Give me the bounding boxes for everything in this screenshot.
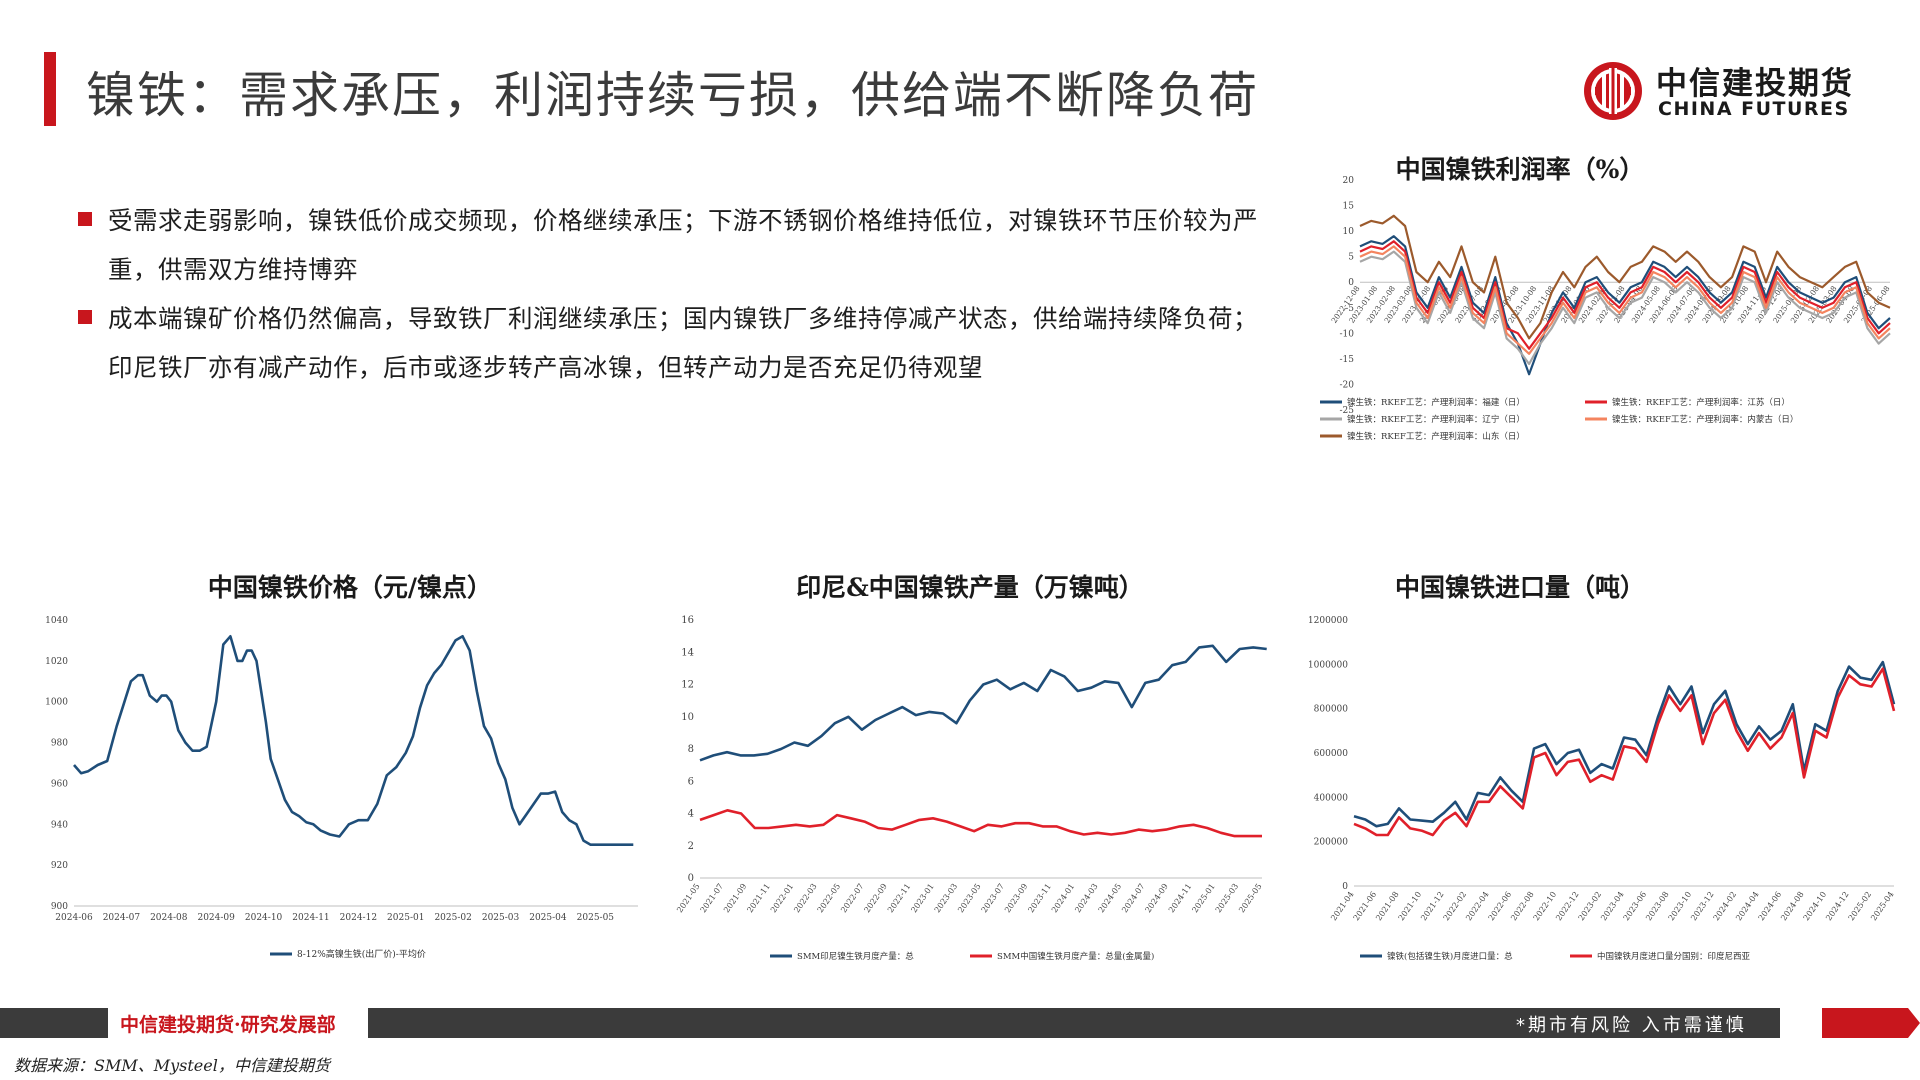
y-tick-label: 12 xyxy=(681,680,694,691)
legend-label: 镍生铁：RKEF工艺：产理利润率：山东（日） xyxy=(1347,431,1525,442)
y-tick-label: 10 xyxy=(1343,227,1355,237)
series-line xyxy=(73,635,634,846)
legend-label: 镍生铁：RKEF工艺：产理利润率：内蒙古（日） xyxy=(1612,414,1798,425)
y-tick-label: 15 xyxy=(1343,202,1355,212)
nickel-pig-iron-output-chart: 16141210864202021-052021-072021-092021-1… xyxy=(675,615,1267,962)
y-tick-label: 14 xyxy=(681,647,694,658)
y-tick-label: 920 xyxy=(51,861,68,871)
legend-label: 镍生铁：RKEF工艺：产理利润率：辽宁（日） xyxy=(1347,414,1525,425)
chart-title-price: 中国镍铁价格（元/镍点） xyxy=(207,573,493,602)
legend-label: 镍生铁：RKEF工艺：产理利润率：江苏（日） xyxy=(1612,397,1790,408)
y-tick-label: 10 xyxy=(681,712,694,723)
y-tick-label: 200000 xyxy=(1314,838,1349,848)
chart-title-imports: 中国镍铁进口量（吨） xyxy=(1394,573,1645,602)
footer-bar xyxy=(368,1008,1780,1038)
bullet-item: 受需求走弱影响，镍铁低价成交频现，价格继续承压；下游不锈钢价格维持低位，对镍铁环… xyxy=(78,196,1268,294)
x-tick-label: 2025-02 xyxy=(434,913,471,923)
x-tick-label: 2024-06 xyxy=(55,913,93,923)
y-tick-label: -25 xyxy=(1340,406,1355,416)
x-tick-label: 2024-08 xyxy=(150,913,188,923)
legend-label: SMM中国镍生铁月度产量：总量(金属量) xyxy=(997,951,1154,962)
bullet-square-icon xyxy=(78,310,92,324)
y-tick-label: -10 xyxy=(1340,329,1355,339)
y-tick-label: 1040 xyxy=(45,616,68,626)
bullet-item: 成本端镍矿价格仍然偏高，导致铁厂利润继续承压；国内镍铁厂多维持停减产状态，供给端… xyxy=(78,294,1268,392)
y-tick-label: 20 xyxy=(1343,176,1355,186)
profit-rate-chart: 20151050-5-10-15-20-252022-12-082023-01-… xyxy=(1320,176,1892,442)
x-tick-label: 2025-05 xyxy=(577,913,615,923)
logo-english-name: CHINA FUTURES xyxy=(1658,98,1850,120)
bullet-text: 受需求走弱影响，镍铁低价成交频现，价格继续承压；下游不锈钢价格维持低位，对镍铁环… xyxy=(108,206,1258,284)
y-tick-label: 5 xyxy=(1348,253,1354,263)
y-tick-label: 1020 xyxy=(45,657,68,667)
y-tick-label: 0 xyxy=(1348,278,1354,288)
y-tick-label: 16 xyxy=(681,615,694,626)
footer-arrow-icon xyxy=(1822,1008,1920,1038)
chart-title-profit: 中国镍铁利润率（%） xyxy=(1395,155,1645,184)
y-tick-label: 960 xyxy=(51,779,68,789)
y-tick-label: 980 xyxy=(51,739,68,749)
x-tick-label: 2025-04 xyxy=(529,913,567,923)
x-tick-label: 2025-03 xyxy=(482,913,520,923)
y-tick-label: 8 xyxy=(688,744,694,755)
series-line xyxy=(1359,240,1891,350)
bullet-list: 受需求走弱影响，镍铁低价成交频现，价格继续承压；下游不锈钢价格维持低位，对镍铁环… xyxy=(78,196,1268,392)
chart-title-output: 印尼&中国镍铁产量（万镍吨） xyxy=(796,573,1144,602)
legend-label: 8-12%高镍生铁(出厂价)-平均价 xyxy=(297,948,426,960)
logo-chinese-name: 中信建投期货 xyxy=(1656,66,1854,102)
series-line xyxy=(1359,250,1891,366)
y-tick-label: 800000 xyxy=(1314,705,1349,715)
legend-label: SMM印尼镍生铁月度产量：总 xyxy=(797,951,914,962)
series-line xyxy=(699,809,1262,838)
y-tick-label: -20 xyxy=(1340,380,1355,390)
y-tick-label: 0 xyxy=(1342,882,1348,892)
x-tick-label: 2024-07 xyxy=(103,913,141,923)
x-tick-label: 2024-11 xyxy=(292,913,329,923)
y-tick-label: 940 xyxy=(51,820,68,830)
series-line xyxy=(699,644,1267,762)
series-line xyxy=(1359,214,1891,340)
series-line xyxy=(1359,245,1891,355)
y-tick-label: 0 xyxy=(688,873,694,884)
legend-label: 中国镍铁月度进口量分国别：印度尼西亚 xyxy=(1597,951,1751,962)
y-tick-label: 4 xyxy=(688,809,694,820)
x-tick-label: 2024-09 xyxy=(197,913,235,923)
data-source: 数据来源：SMM、Mysteel，中信建投期货 xyxy=(14,1056,330,1075)
bullet-text: 成本端镍矿价格仍然偏高，导致铁厂利润继续承压；国内镍铁厂多维持停减产状态，供给端… xyxy=(108,304,1258,382)
footer-organization: 中信建投期货·研究发展部 xyxy=(120,1014,336,1036)
page-title: 镍铁：需求承压，利润持续亏损，供给端不断降负荷 xyxy=(86,67,1260,124)
y-tick-label: 1000 xyxy=(45,698,68,708)
y-tick-label: 400000 xyxy=(1314,793,1349,803)
y-tick-label: -15 xyxy=(1340,355,1355,365)
x-tick-label: 2025-01 xyxy=(387,913,424,923)
y-tick-label: 600000 xyxy=(1314,749,1349,759)
company-logo: 中信建投期货 CHINA FUTURES xyxy=(1582,56,1862,126)
y-tick-label: 900 xyxy=(51,902,68,912)
series-line xyxy=(1353,667,1896,837)
legend-label: 镍生铁：RKEF工艺：产理利润率：福建（日） xyxy=(1347,397,1525,408)
y-tick-label: 1000000 xyxy=(1308,660,1348,670)
x-tick-label: 2025-05 xyxy=(1237,882,1263,914)
y-tick-label: 2 xyxy=(688,841,694,852)
legend-label: 镍铁(包括镍生铁)月度进口量：总 xyxy=(1387,951,1513,962)
footer-bar-left xyxy=(0,1008,108,1038)
x-tick-label: 2025-04 xyxy=(1869,890,1895,922)
y-tick-label: -5 xyxy=(1345,304,1354,314)
x-tick-label: 2024-12 xyxy=(340,913,377,923)
y-tick-label: 6 xyxy=(688,776,694,787)
series-line xyxy=(1359,235,1891,376)
citic-logo-icon xyxy=(1584,62,1642,120)
bullet-square-icon xyxy=(78,212,92,226)
nickel-pig-iron-imports-chart: 1200000 1000000 800000 600000 400000 200000 0 2… xyxy=(1308,616,1896,962)
title-accent-bar xyxy=(44,52,56,126)
x-tick-label: 2024-10 xyxy=(245,913,283,923)
y-tick-label: 1200000 xyxy=(1308,616,1348,626)
risk-disclaimer: *期市有风险 入市需谨慎 xyxy=(1516,1015,1747,1036)
